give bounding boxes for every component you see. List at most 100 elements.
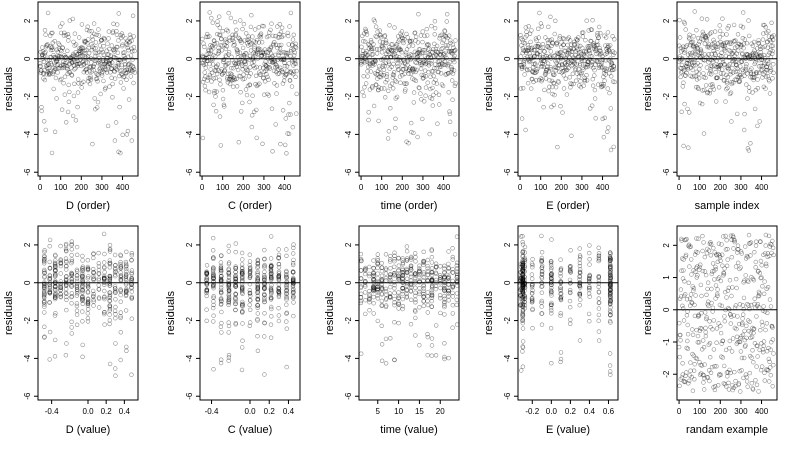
data-point [224, 63, 229, 68]
data-point [107, 321, 112, 327]
data-point [403, 61, 408, 67]
data-point [429, 96, 435, 102]
data-point [539, 304, 544, 309]
data-point [107, 318, 113, 323]
data-point [702, 362, 707, 367]
data-point [52, 38, 57, 44]
data-point [769, 20, 774, 25]
y-tick-label: 0 [23, 56, 32, 61]
data-point [450, 246, 455, 251]
data-point [125, 45, 130, 50]
data-point [547, 84, 552, 90]
data-point [413, 34, 419, 40]
data-point [453, 47, 458, 53]
data-point [545, 44, 550, 49]
data-point [711, 245, 716, 251]
data-point [414, 60, 419, 65]
data-point [213, 68, 219, 74]
data-point [63, 353, 69, 358]
data-point [724, 263, 730, 268]
data-point [258, 72, 263, 77]
data-point [222, 104, 227, 109]
data-point [745, 384, 750, 389]
data-point [382, 34, 387, 39]
data-point [375, 252, 380, 257]
data-point [557, 36, 562, 41]
data-point [596, 306, 602, 311]
data-point [276, 313, 282, 318]
data-point [113, 341, 118, 346]
data-point [377, 66, 382, 72]
y-tick-label: 0 [662, 56, 671, 61]
data-point [687, 32, 692, 37]
data-point [47, 33, 53, 38]
x-tick-label: 200 [555, 183, 569, 192]
data-point [95, 99, 101, 105]
data-point [378, 34, 384, 40]
data-point [534, 50, 540, 56]
data-point [703, 83, 709, 88]
data-point [88, 64, 93, 70]
data-point [46, 70, 52, 76]
data-point [586, 43, 592, 49]
data-point [130, 13, 136, 19]
data-point [572, 61, 577, 66]
data-point [383, 278, 389, 283]
data-point [559, 53, 565, 59]
data-point [766, 379, 772, 384]
data-point [529, 276, 535, 281]
data-point [569, 49, 575, 54]
x-axis-label: sample index [695, 200, 760, 212]
data-point [52, 68, 57, 73]
data-point [272, 81, 277, 86]
data-point [377, 64, 382, 69]
data-point [118, 150, 123, 156]
data-point [385, 77, 390, 83]
data-point [400, 38, 406, 44]
data-point [366, 60, 372, 65]
data-point [518, 62, 523, 68]
data-point [396, 39, 401, 44]
data-point [217, 25, 223, 30]
data-point [418, 91, 423, 96]
data-point [84, 47, 89, 52]
data-point [611, 144, 616, 150]
data-point [557, 69, 562, 75]
data-point [379, 358, 385, 363]
data-point [228, 73, 234, 79]
data-point [419, 97, 424, 102]
data-point [582, 77, 587, 83]
data-point [271, 57, 276, 62]
y-tick-label: -2 [185, 316, 194, 324]
data-point [596, 312, 602, 318]
data-point [405, 35, 410, 40]
data-point [437, 64, 442, 70]
data-point [454, 291, 460, 296]
data-point [112, 76, 118, 81]
data-point [95, 50, 101, 56]
data-point [222, 42, 227, 48]
data-point [236, 35, 241, 41]
data-point [368, 44, 373, 49]
data-point [677, 296, 683, 301]
data-point [432, 65, 437, 71]
y-axis-label: residuals [3, 66, 15, 111]
data-point [44, 71, 49, 77]
data-point [66, 34, 71, 40]
data-point [371, 103, 377, 109]
data-point [685, 332, 691, 337]
data-point [430, 69, 436, 74]
data-point [44, 65, 50, 71]
data-point [529, 47, 534, 53]
data-point [601, 82, 606, 87]
data-point [434, 65, 439, 71]
data-point [86, 57, 92, 62]
data-point [76, 61, 82, 67]
data-point [230, 57, 235, 63]
data-point [276, 247, 281, 252]
data-point [378, 32, 383, 38]
data-point [67, 55, 73, 60]
data-point [392, 320, 397, 325]
data-point [367, 271, 372, 277]
data-point [253, 40, 258, 45]
